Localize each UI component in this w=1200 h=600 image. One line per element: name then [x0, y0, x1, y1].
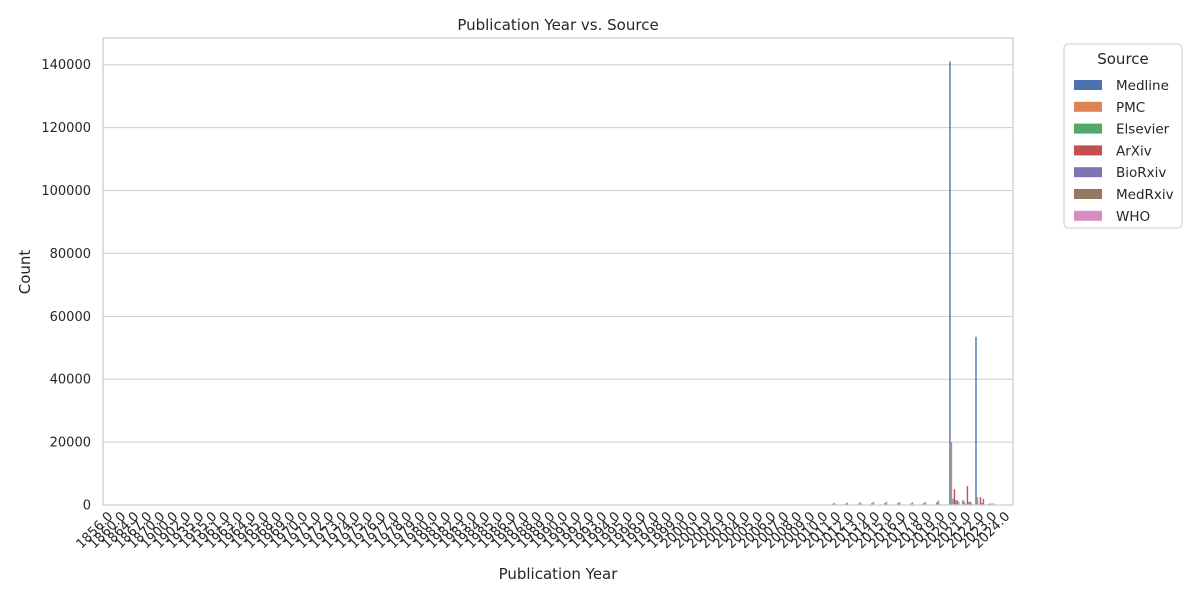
bar-pmc-2022 [976, 497, 979, 505]
y-tick-label: 20000 [50, 436, 91, 451]
grid-lines [103, 64, 1013, 506]
bar-elsevier-2020 [952, 498, 954, 505]
bar-biorxiv-2020 [955, 500, 957, 505]
bars [832, 61, 995, 506]
x-axis-label: Publication Year [499, 565, 619, 583]
x-tick-labels: 1856.01860.01864.01867.01870.01900.01902… [74, 509, 1014, 552]
legend-swatch-medrxiv [1074, 189, 1102, 199]
bar-medline-2014 [871, 503, 873, 505]
bar-medline-2020 [949, 61, 951, 506]
legend-swatch-arxiv [1074, 145, 1102, 156]
bar-medrxiv-2022 [982, 498, 985, 505]
y-tick-labels: 0 20000 40000 60000 80000 100000 120000 140000 [41, 58, 91, 513]
bar-biorxiv-2021 [968, 501, 970, 505]
legend-swatch-who [1074, 210, 1102, 221]
bar-medline-2017 [910, 503, 912, 505]
y-axis-label: Count [16, 250, 34, 295]
legend-label-who: WHO [1116, 209, 1150, 225]
plot-frame [102, 37, 1014, 506]
bar-medline-2022 [975, 336, 977, 505]
bar-arxiv-2023 [992, 503, 995, 505]
bar-arxiv-2022 [979, 497, 982, 505]
y-tick-label: 120000 [41, 121, 91, 136]
legend-title: Source [1097, 50, 1149, 68]
legend-label-medrxiv: MedRxiv [1116, 187, 1174, 203]
bar-pmc-2020 [950, 442, 953, 505]
legend-label-biorxiv: BioRxiv [1116, 165, 1166, 181]
bar-pmc-2013 [859, 502, 862, 505]
y-tick-label: 0 [83, 499, 91, 514]
bar-pmc-2017 [911, 502, 914, 505]
bar-who-2020 [958, 501, 960, 505]
chart-title: Publication Year vs. Source [457, 16, 658, 34]
legend: Source Medline PMC Elsevier ArXiv BioRxiv MedR… [1063, 43, 1183, 229]
legend-label-medline: Medline [1116, 78, 1169, 94]
y-tick-label: 100000 [41, 184, 91, 199]
bar-pmc-2012 [846, 502, 849, 505]
bar-medline-2013 [858, 503, 860, 505]
y-tick-label: 40000 [50, 373, 91, 388]
bar-medline-2018 [923, 503, 925, 505]
bar-medrxiv-2020 [956, 500, 959, 505]
bar-arxiv-2021 [966, 486, 969, 505]
legend-swatch-elsevier [1074, 123, 1102, 134]
bar-biorxiv-2022 [981, 502, 983, 505]
y-tick-label: 140000 [41, 58, 91, 73]
bar-pmc-2016 [898, 501, 901, 505]
bar-medline-2011 [832, 503, 834, 505]
legend-swatch-medline [1074, 80, 1102, 90]
bar-medline-2021 [962, 500, 964, 505]
bar-medline-2015 [884, 503, 886, 505]
bar-pmc-2015 [885, 501, 888, 505]
bar-medline-2012 [845, 503, 847, 505]
bar-pmc-2011 [833, 502, 836, 505]
bar-who-2021 [971, 503, 973, 505]
bar-medline-2016 [897, 503, 899, 505]
bar-pmc-2021 [963, 501, 966, 505]
legend-label-elsevier: Elsevier [1116, 122, 1170, 138]
bar-pmc-2014 [872, 501, 875, 505]
legend-swatch-pmc [1074, 101, 1102, 112]
y-tick-label: 80000 [50, 247, 91, 262]
bar-pmc-2018 [924, 501, 927, 505]
bar-pmc-2019 [937, 500, 940, 505]
bar-arxiv-2020 [953, 489, 956, 505]
legend-label-arxiv: ArXiv [1116, 143, 1152, 159]
legend-label-pmc: PMC [1116, 100, 1145, 116]
y-tick-label: 60000 [50, 310, 91, 325]
bar-medrxiv-2021 [969, 501, 972, 505]
bar-pmc-2023 [989, 503, 992, 505]
legend-swatch-biorxiv [1074, 167, 1102, 178]
bar-medline-2019 [936, 502, 938, 505]
